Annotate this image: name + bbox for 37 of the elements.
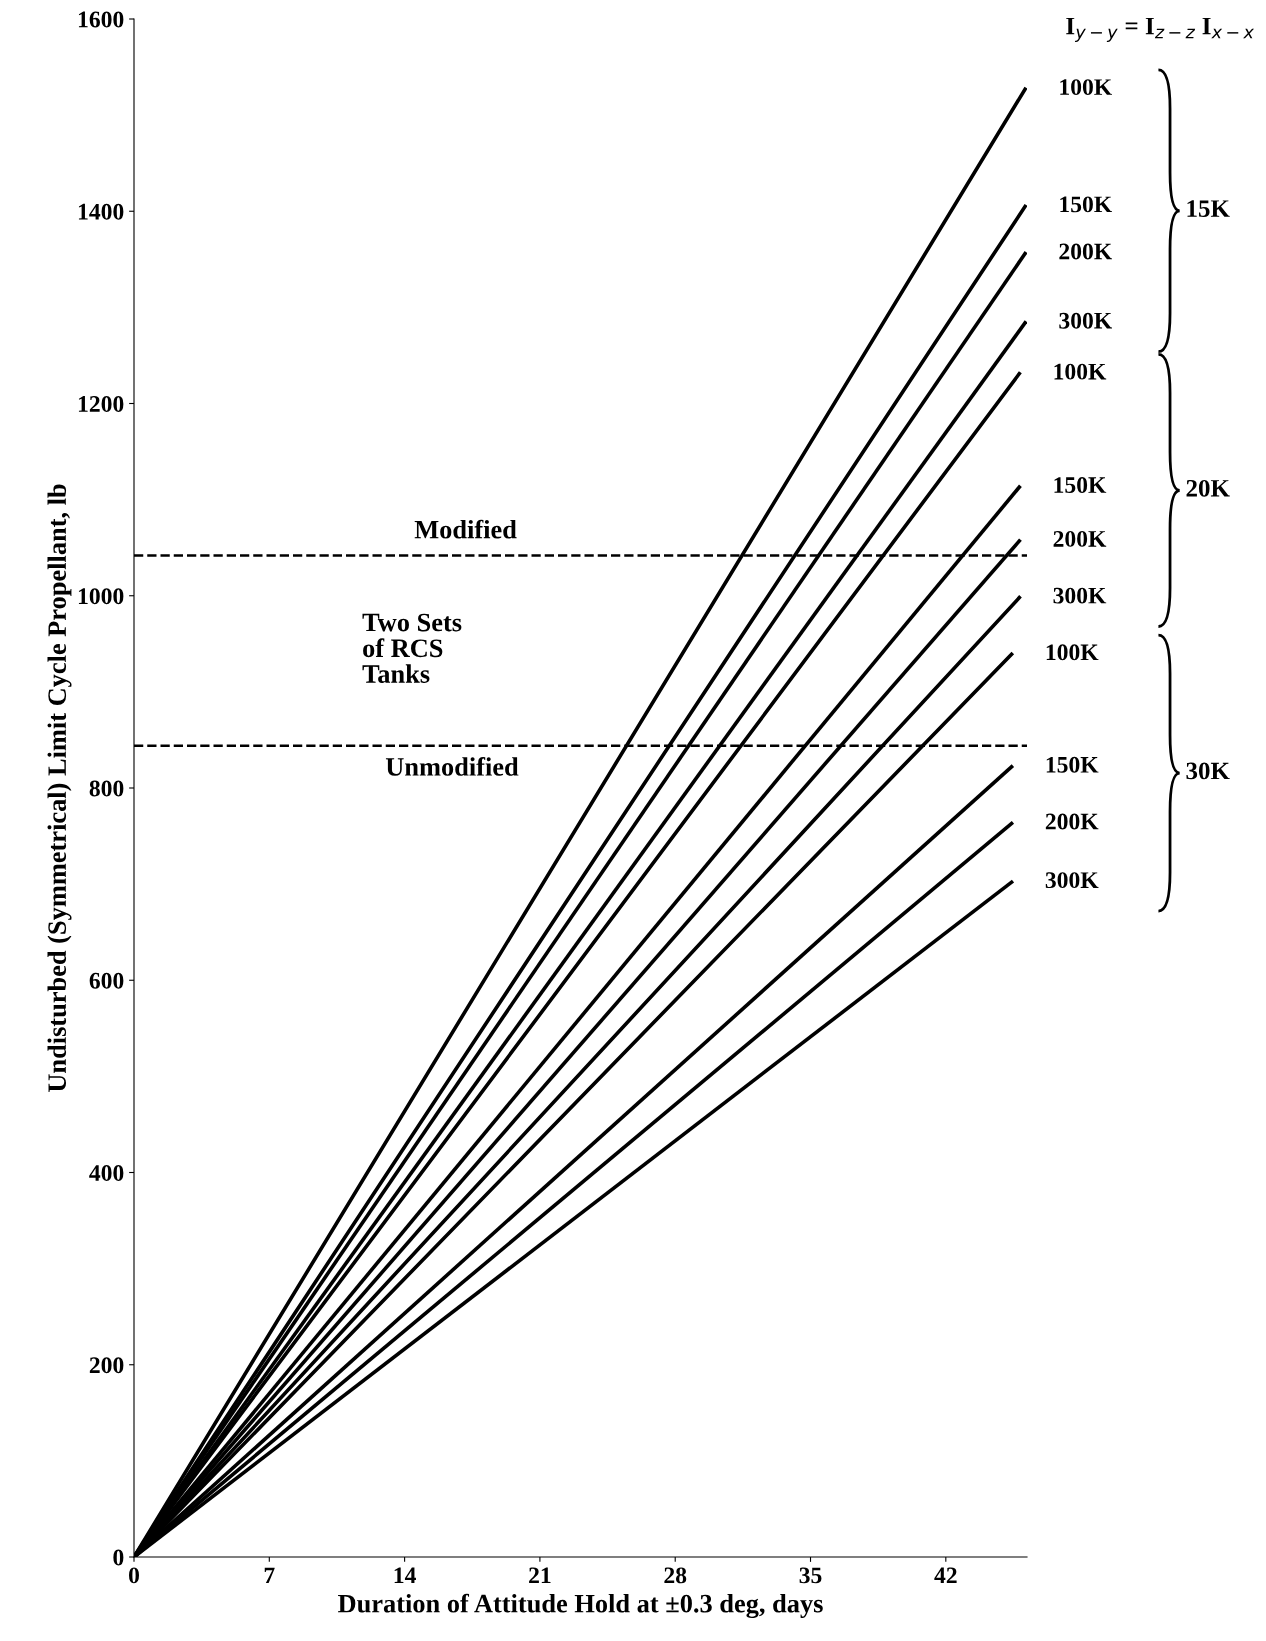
text: 30K <box>1186 762 1230 780</box>
x-tick-label: 42 <box>934 1567 957 1584</box>
series-label: 150K <box>1054 477 1107 494</box>
ref-line-label: Unmodified <box>385 756 519 776</box>
series-label: 150K <box>1060 196 1112 213</box>
series-label: 100K <box>1054 363 1107 380</box>
y-tick-label: 200 <box>89 1357 124 1374</box>
y-tick-label: 1200 <box>78 395 124 412</box>
text: 15K <box>1187 200 1230 218</box>
series-label: 150K <box>1046 756 1099 773</box>
y-tick-label: 600 <box>89 972 124 989</box>
text: I$_{y−y}$ = I$_{z−z}$ I$_{x−x}$ <box>1066 17 1255 42</box>
y-tick-label: 800 <box>89 780 124 797</box>
y-tick-label: 1000 <box>78 588 124 605</box>
y-axis-title: Undisturbed (Symmetrical) Limit Cycle Propellant, lb <box>47 484 72 1093</box>
y-tick-label: 400 <box>89 1164 124 1181</box>
series-label: 100K <box>1060 79 1112 96</box>
series-label: 300K <box>1045 872 1099 889</box>
x-tick-label: 28 <box>664 1567 687 1584</box>
x-tick-label: 21 <box>529 1567 551 1584</box>
ref-line-label: Modified <box>414 519 517 539</box>
text: 20K <box>1186 479 1230 497</box>
series-label: 200K <box>1059 243 1112 260</box>
annotation: Two Sets of RCS Tanks <box>362 613 462 683</box>
series-label: 300K <box>1059 312 1112 329</box>
x-tick-label: 0 <box>129 1567 139 1584</box>
series-label: 300K <box>1053 587 1107 604</box>
series-label: 100K <box>1046 644 1099 661</box>
y-tick-label: 1600 <box>78 11 124 28</box>
y-tick-label: 0 <box>113 1549 124 1566</box>
x-tick-label: 35 <box>799 1567 822 1584</box>
x-tick-label: 14 <box>394 1567 416 1584</box>
series-label: 200K <box>1053 530 1107 547</box>
x-tick-label: 7 <box>264 1567 275 1584</box>
series-label: 200K <box>1045 813 1099 830</box>
x-axis-title: Duration of Attitude Hold at ±0.3 deg, days <box>338 1593 823 1619</box>
y-tick-label: 1400 <box>78 203 124 220</box>
